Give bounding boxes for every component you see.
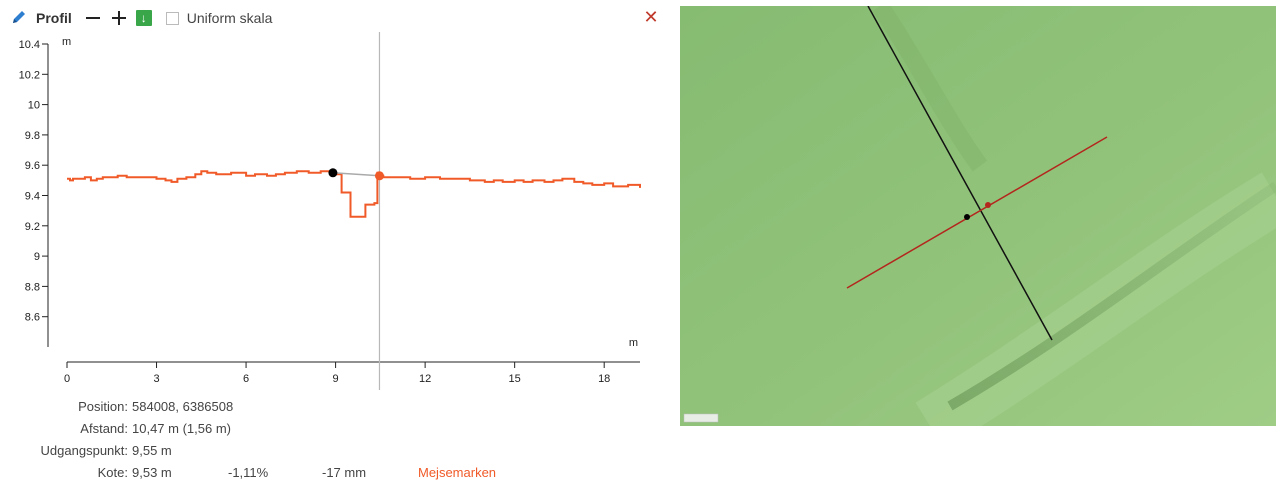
slope-value: -1,11%	[228, 465, 269, 480]
udgangspunkt-value: 9,55 m	[132, 443, 172, 458]
map-ridge-dark	[947, 181, 1276, 411]
y-tick-label: 9.6	[25, 160, 40, 172]
x-tick-label: 9	[333, 373, 339, 385]
y-tick-label: 10	[28, 100, 40, 112]
y-tick-label: 9	[34, 251, 40, 263]
map-view[interactable]	[680, 6, 1276, 426]
x-tick-label: 12	[419, 373, 431, 385]
zoom-out-button[interactable]	[82, 17, 104, 19]
elevation-profile-chart[interactable]: m 10.4 10.2 10 9.8 9.6 9.4 9.2 9 8.8 8.6 m 0 3 6 9 12 15…	[0, 28, 660, 390]
kote-label: Kote:	[97, 465, 128, 480]
afstand-label: Afstand:	[80, 421, 128, 436]
map-scale-bar	[683, 413, 719, 423]
minus-icon	[85, 17, 100, 19]
cursor-point	[374, 171, 384, 181]
profile-title: Profil	[36, 10, 72, 26]
profile-series-line	[67, 170, 641, 218]
profile-line-black	[867, 6, 1053, 341]
plus-icon	[111, 11, 126, 25]
profile-toolbar: Profil ↓ Uniform skala	[10, 6, 272, 30]
height-diff-value: -17 mm	[322, 465, 367, 480]
uniform-scale-checkbox[interactable]	[165, 11, 179, 25]
map-terrain	[680, 6, 1276, 426]
y-axis-unit-label: m	[62, 36, 71, 48]
plot-area	[67, 32, 641, 390]
map-ridge-upper	[872, 6, 988, 172]
y-tick-label: 8.8	[25, 281, 40, 293]
close-button[interactable]: ✕	[643, 8, 659, 26]
position-label: Position:	[78, 399, 128, 414]
start-point	[328, 168, 338, 178]
slope-connector-line	[332, 172, 380, 177]
x-axis-unit-label: m	[629, 337, 638, 349]
profile-line-red	[846, 136, 1108, 289]
afstand-value: 10,47 m (1,56 m)	[132, 421, 231, 436]
pencil-icon	[10, 8, 28, 29]
y-tick-label: 10.4	[19, 39, 40, 51]
x-tick-label: 6	[243, 373, 249, 385]
x-tick-label: 18	[598, 373, 610, 385]
y-tick-label: 9.2	[25, 221, 40, 233]
y-tick-label: 9.4	[25, 191, 40, 203]
zoom-in-button[interactable]	[108, 11, 130, 25]
mejsemarken-link[interactable]: Mejsemarken	[418, 465, 497, 480]
x-tick-label: 3	[153, 373, 159, 385]
x-tick-label: 15	[509, 373, 521, 385]
y-tick-label: 8.6	[25, 312, 40, 324]
uniform-scale-label[interactable]: Uniform skala	[186, 10, 273, 26]
position-value: 584008, 6386508	[132, 399, 234, 414]
y-tick-label: 10.2	[19, 69, 40, 81]
x-tick-label: 0	[64, 373, 70, 385]
terrain-map[interactable]	[680, 6, 1276, 426]
cursor-point-marker	[985, 202, 991, 208]
udgangspunkt-label: Udgangspunkt:	[40, 443, 128, 458]
y-axis: m 10.4 10.2 10 9.8 9.6 9.4 9.2 9 8.8 8.6	[19, 36, 71, 347]
close-icon: ✕	[643, 7, 659, 27]
x-axis: m 0 3 6 9 12 15 18	[64, 337, 640, 385]
download-icon: ↓	[140, 11, 147, 25]
start-point-marker	[964, 214, 970, 220]
download-button[interactable]: ↓	[135, 10, 152, 26]
y-tick-label: 9.8	[25, 130, 40, 142]
kote-value: 9,53 m	[132, 465, 172, 480]
